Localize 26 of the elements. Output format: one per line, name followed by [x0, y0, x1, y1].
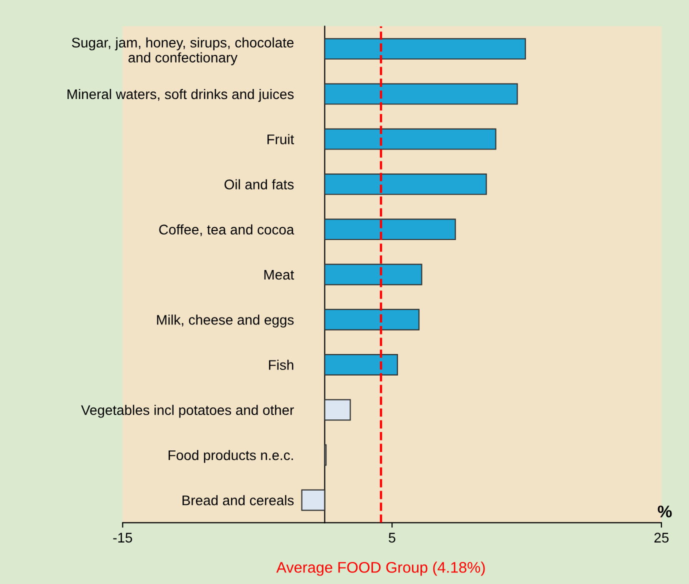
- y-tick-label: Food products n.e.c.: [168, 450, 293, 463]
- bar: [324, 218, 456, 240]
- x-axis-title: %: [658, 506, 672, 518]
- y-tick-label: Vegetables incl potatoes and other: [81, 404, 294, 418]
- bar: [324, 308, 420, 330]
- bar: [324, 399, 351, 421]
- x-tick-label: 25: [654, 532, 669, 543]
- y-tick-label: Fish: [269, 360, 294, 370]
- bar: [324, 354, 398, 376]
- y-tick-label: Meat: [264, 270, 294, 280]
- bar: [324, 174, 487, 195]
- bar: [324, 264, 422, 286]
- y-tick-label: Coffee, tea and cocoa: [159, 224, 294, 236]
- x-tick-label: -15: [113, 532, 132, 543]
- y-tick-label: Milk, cheese and eggs: [157, 314, 294, 328]
- bar: [324, 83, 518, 105]
- bar: [324, 38, 526, 60]
- y-tick-label: Bread and cereals: [182, 495, 294, 506]
- y-tick-label: Oil and fats: [224, 179, 294, 190]
- bar: [301, 489, 326, 511]
- ref-line-label: Average FOOD Group (4.18%): [276, 562, 485, 576]
- x-tick-label: 5: [388, 532, 396, 543]
- y-tick-label: Fruit: [268, 134, 294, 144]
- bar: [324, 128, 496, 150]
- y-tick-label: Mineral waters, soft drinks and juices: [68, 88, 294, 102]
- y-tick-label: Sugar, jam, honey, sirups, chocolate and confectionary: [72, 37, 294, 66]
